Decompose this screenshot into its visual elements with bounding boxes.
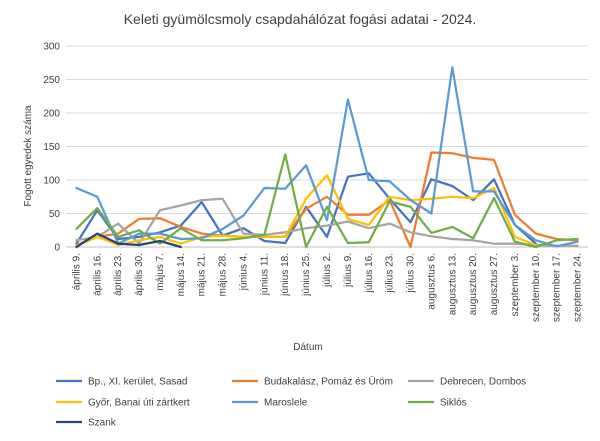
legend-item: Debrecen, Dombos xyxy=(408,377,526,388)
x-tick-label: június 4. xyxy=(238,253,249,291)
legend-item: Szank xyxy=(56,418,117,429)
series-line xyxy=(75,66,579,248)
legend-item: Budakalász, Pomáz és Üröm xyxy=(232,376,393,388)
x-tick-label: április 9. xyxy=(71,253,82,290)
x-axis-ticks: április 9. április 16. április 23. április … xyxy=(71,253,583,322)
x-tick-label: július 9. xyxy=(343,253,354,288)
y-tick-label: 250 xyxy=(43,75,60,86)
series-line xyxy=(75,197,579,247)
y-tick-label: 150 xyxy=(43,142,60,153)
x-tick-label: április 16. xyxy=(92,253,103,296)
x-tick-label: április 30. xyxy=(134,253,145,296)
legend-item: Győr, Banai úti zártkert xyxy=(56,398,190,409)
chart-title: Keleti gyümölcsmoly csapdahálózat fogási… xyxy=(124,11,477,27)
x-tick-label: augusztus 13. xyxy=(447,253,458,315)
series-line xyxy=(75,153,579,249)
legend-label: Szank xyxy=(88,418,117,429)
x-axis-title: Dátum xyxy=(293,342,322,353)
series-line xyxy=(75,151,579,249)
y-tick-label: 100 xyxy=(43,176,60,187)
x-tick-label: június 11. xyxy=(259,253,270,296)
legend-label: Siklós xyxy=(440,398,467,409)
y-tick-label: 0 xyxy=(54,243,60,254)
x-tick-label: május 7. xyxy=(155,253,166,291)
series-line xyxy=(75,232,182,249)
x-tick-label: május 14. xyxy=(176,253,187,296)
y-axis-title: Fogott egyedek száma xyxy=(23,105,34,207)
legend-label: Győr, Banai úti zártkert xyxy=(88,398,190,409)
x-tick-label: augusztus 27. xyxy=(489,253,500,315)
y-tick-label: 300 xyxy=(43,42,60,53)
x-tick-label: július 16. xyxy=(364,253,375,293)
series-lines xyxy=(75,66,579,249)
x-tick-label: június 18. xyxy=(280,253,291,297)
legend-label: Debrecen, Dombos xyxy=(440,377,526,388)
x-tick-label: szeptember 3. xyxy=(510,253,521,316)
legend-label: Bp., XI. kerület, Sasad xyxy=(88,377,188,388)
x-tick-label: július 23. xyxy=(385,253,396,293)
y-tick-label: 200 xyxy=(43,109,60,120)
legend-item: Maroslele xyxy=(232,398,308,409)
legend-item: Siklós xyxy=(408,398,467,409)
x-tick-label: május 28. xyxy=(218,253,229,296)
x-tick-label: szeptember 10. xyxy=(531,253,542,322)
legend-label: Maroslele xyxy=(264,398,308,409)
x-tick-label: június 25. xyxy=(301,253,312,297)
y-tick-label: 50 xyxy=(49,209,61,220)
legend-item: Bp., XI. kerület, Sasad xyxy=(56,377,188,388)
x-tick-label: szeptember 24. xyxy=(573,253,584,322)
x-tick-label: augusztus 6. xyxy=(426,253,437,310)
x-tick-label: július 30. xyxy=(406,253,417,293)
legend: Bp., XI. kerület, Sasad Budakalász, Pomáz… xyxy=(56,376,526,429)
gridlines xyxy=(66,45,588,248)
x-tick-label: szeptember 17. xyxy=(552,253,563,322)
y-axis-ticks: 0 50 100 150 200 250 300 xyxy=(43,42,60,254)
x-tick-label: április 23. xyxy=(113,253,124,296)
legend-label: Budakalász, Pomáz és Üröm xyxy=(264,376,393,388)
x-tick-label: augusztus 20. xyxy=(468,253,479,315)
x-tick-label: május 21. xyxy=(197,253,208,296)
x-tick-label: július 2. xyxy=(322,253,333,288)
